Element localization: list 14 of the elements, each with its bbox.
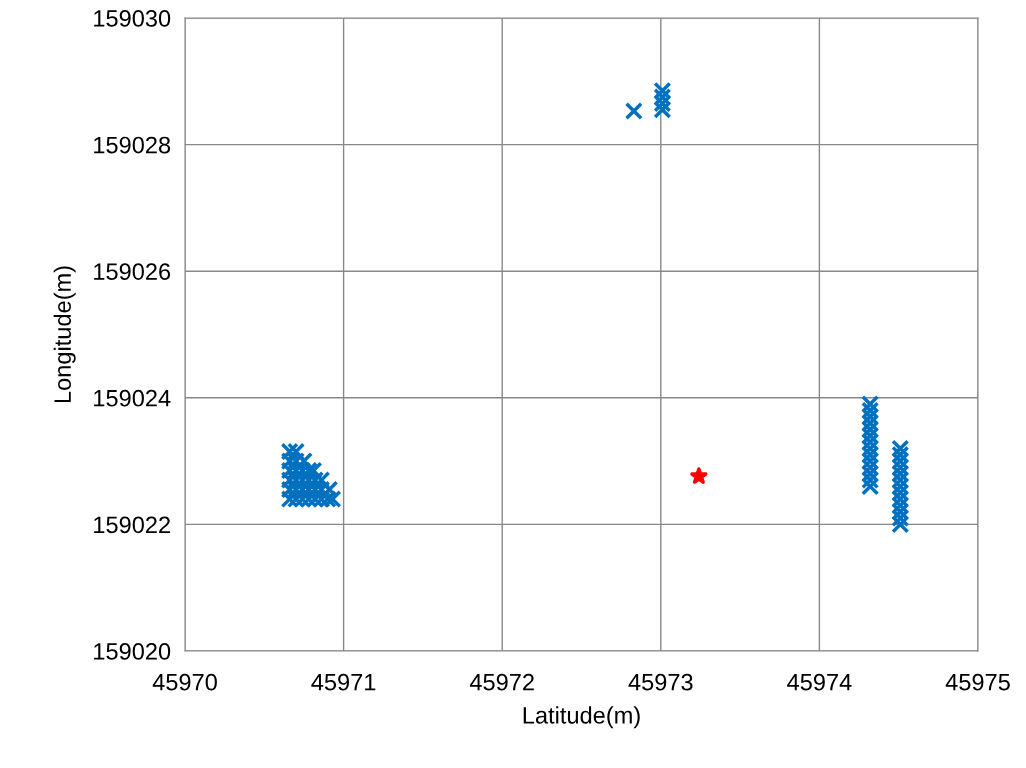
x-tick-label: 45971 [311, 673, 376, 691]
x-tick-label: 45974 [787, 673, 852, 691]
y-tick-label: 159026 [94, 263, 171, 280]
y-axis-title: Longitude(m) [53, 266, 76, 403]
x-axis-title: Latitude(m) [523, 706, 640, 729]
x-tick-label: 45973 [628, 673, 693, 691]
x-tick-label: 45975 [945, 673, 1010, 691]
y-tick-label: 159022 [94, 516, 170, 534]
x-tick-label: 45970 [152, 673, 217, 691]
y-tick-label: 159028 [94, 136, 171, 154]
y-tick-label: 159020 [94, 643, 171, 660]
x-tick-label: 45972 [469, 673, 534, 691]
y-tick-label: 159030 [94, 10, 171, 27]
y-tick-label: 159024 [94, 389, 171, 407]
